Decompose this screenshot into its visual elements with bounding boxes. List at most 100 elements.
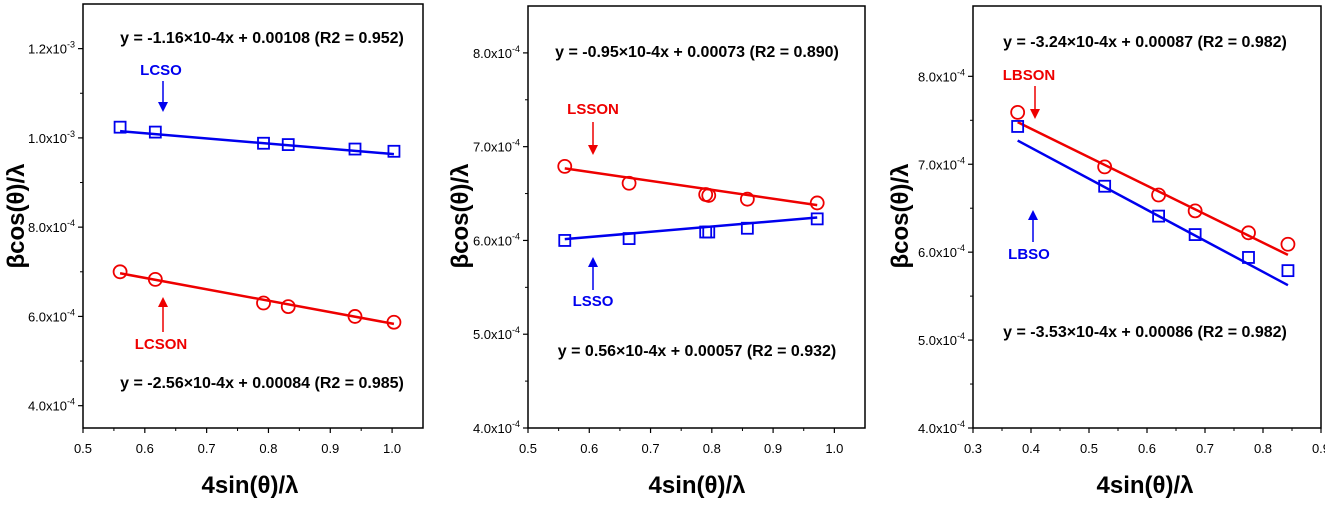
panel-1-markers: [112, 120, 402, 330]
panel-1-frame: [82, 3, 424, 429]
panel-3-markers: [1010, 104, 1296, 278]
panel-2-y-ticks: 4.0x10-4 5.0x10-4 6.0x10-4 7.0x10-4 8.0x10-4: [473, 44, 528, 436]
point-lsso: [810, 212, 824, 226]
fit-line-lbson: [1017, 121, 1289, 257]
series-label-lsso: LSSO: [573, 293, 614, 310]
point-lcso: [348, 142, 362, 156]
point-lsso: [740, 221, 754, 235]
point-lbso: [1188, 228, 1202, 241]
panel-3-y-tick-label: 5.0x10-4: [918, 331, 965, 348]
panel-3-y-tick-label: 8.0x10-4: [918, 67, 965, 84]
panel-1-x-tick-label: 0.7: [198, 441, 216, 456]
panel-3-x-tick-label: 0.6: [1138, 441, 1156, 456]
point-lbson: [1187, 203, 1203, 219]
panel-1-equation-lcso: y = -1.16×10-4x + 0.00108 (R2 = 0.952): [120, 30, 404, 47]
panel-2-fit-lines: [564, 167, 818, 241]
series-label-lsson: LSSON: [567, 101, 619, 118]
panel-3-fit-lines: [1017, 121, 1289, 287]
panel-3-x-axis-title: 4sin(θ)/λ: [1097, 472, 1194, 499]
panel-1: 0.5 0.6 0.7 0.8 0.9 1.0 4.0x10-4 6.0x10-4 8.0x1…: [3, 3, 424, 499]
panel-3-x-tick-label: 0.5: [1080, 441, 1098, 456]
panel-2-x-ticks: 0.5 0.6 0.7 0.8 0.9 1.0: [519, 428, 843, 456]
point-lbso: [1281, 264, 1295, 278]
point-lsso: [622, 232, 636, 245]
panel-3-x-tick-label: 0.4: [1022, 441, 1040, 456]
panel-1-x-tick-label: 0.8: [259, 441, 277, 456]
lcso-arrow: [158, 81, 168, 112]
panel-2-x-tick-label: 0.8: [703, 441, 721, 456]
point-lcso: [257, 136, 270, 150]
panel-3-x-tick-label: 0.8: [1254, 441, 1272, 456]
point-lcson: [347, 309, 363, 324]
point-lbso: [1098, 179, 1112, 193]
panel-2-x-axis-title: 4sin(θ)/λ: [649, 472, 746, 499]
panel-1-y-tick-label: 1.2x10-3: [28, 40, 75, 57]
lbso-arrow: [1028, 210, 1038, 242]
panel-1-y-tick-label: 4.0x10-4: [28, 397, 75, 414]
point-lcso: [113, 120, 127, 134]
panel-2-y-tick-label: 8.0x10-4: [473, 44, 520, 61]
point-lcson: [256, 295, 271, 311]
lcson-arrow: [158, 297, 168, 332]
panel-2-y-axis-title: βcos(θ)/λ: [447, 164, 474, 269]
panel-1-y-ticks: 4.0x10-4 6.0x10-4 8.0x10-4 1.0x10-3 1.2x10-3: [28, 40, 83, 414]
panel-1-y-axis-title: βcos(θ)/λ: [3, 164, 30, 269]
panel-1-y-tick-label: 1.0x10-3: [28, 129, 75, 146]
panel-1-equation-lcson: y = -2.56×10-4x + 0.00084 (R2 = 0.985): [120, 375, 404, 392]
panel-2-x-tick-label: 0.5: [519, 441, 537, 456]
panel-3-y-tick-label: 4.0x10-4: [918, 419, 965, 436]
panel-3-x-tick-label: 0.9: [1312, 441, 1325, 456]
point-lcson: [147, 271, 163, 287]
point-lbson: [1151, 187, 1166, 203]
panel-3: 0.3 0.4 0.5 0.6 0.7 0.8 0.9 4.0x10-4 5.0x10-4 6.…: [887, 5, 1325, 499]
point-lsson: [621, 175, 637, 191]
panel-3-x-ticks: 0.3 0.4 0.5 0.6 0.7 0.8 0.9: [964, 428, 1325, 456]
point-lcso: [148, 125, 162, 139]
panel-3-y-tick-label: 6.0x10-4: [918, 243, 965, 260]
point-lbso: [1152, 209, 1165, 223]
point-lcson: [386, 314, 402, 330]
panel-1-x-tick-label: 0.9: [321, 441, 339, 456]
panel-2-frame: [527, 5, 866, 429]
series-label-lbson: LBSON: [1003, 67, 1056, 84]
point-lsso: [702, 225, 716, 239]
point-lcso: [281, 138, 295, 151]
point-lbson: [1280, 236, 1296, 252]
point-lcso: [387, 144, 401, 158]
panel-1-x-tick-label: 0.6: [136, 441, 154, 456]
point-lbso: [1011, 120, 1025, 133]
panel-1-x-ticks: 0.5 0.6 0.7 0.8 0.9 1.0: [74, 428, 401, 456]
panel-3-y-tick-label: 7.0x10-4: [918, 155, 965, 172]
panel-3-x-tick-label: 0.3: [964, 441, 982, 456]
panel-1-y-tick-label: 6.0x10-4: [28, 307, 75, 324]
panel-2-equation-lsson: y = -0.95×10-4x + 0.00073 (R2 = 0.890): [555, 44, 839, 61]
series-label-lcso: LCSO: [140, 62, 182, 79]
point-lbso: [1242, 251, 1255, 264]
panel-3-x-tick-label: 0.7: [1196, 441, 1214, 456]
point-lcson: [280, 299, 296, 315]
panel-1-x-tick-label: 0.5: [74, 441, 92, 456]
point-lsso: [558, 234, 572, 247]
panel-2-x-tick-label: 0.9: [764, 441, 782, 456]
panel-2-y-tick-label: 5.0x10-4: [473, 325, 520, 342]
panel-2-y-tick-label: 6.0x10-4: [473, 231, 520, 248]
panel-1-y-tick-label: 8.0x10-4: [28, 218, 75, 235]
fit-line-lsson: [564, 167, 818, 207]
panel-2-y-tick-label: 4.0x10-4: [473, 419, 520, 436]
panel-1-fit-lines: [119, 129, 395, 326]
fit-line-lsso: [564, 216, 818, 241]
panel-2-y-tick-label: 7.0x10-4: [473, 138, 520, 155]
panel-3-equation-lbso: y = -3.53×10-4x + 0.00086 (R2 = 0.982): [1003, 324, 1287, 341]
point-lbson: [1097, 159, 1113, 175]
lbson-arrow: [1030, 86, 1040, 119]
panel-1-x-tick-label: 1.0: [383, 441, 401, 456]
lsson-arrow: [588, 122, 598, 155]
fit-line-lcso: [119, 129, 395, 156]
panel-2-x-tick-label: 1.0: [825, 441, 843, 456]
panel-3-equation-lbson: y = -3.24×10-4x + 0.00087 (R2 = 0.982): [1003, 34, 1287, 51]
panel-2-x-tick-label: 0.6: [580, 441, 598, 456]
panel-2-equation-lsso: y = 0.56×10-4x + 0.00057 (R2 = 0.932): [558, 343, 836, 360]
panel-1-x-axis-title: 4sin(θ)/λ: [202, 472, 299, 499]
lsso-arrow: [588, 257, 598, 290]
